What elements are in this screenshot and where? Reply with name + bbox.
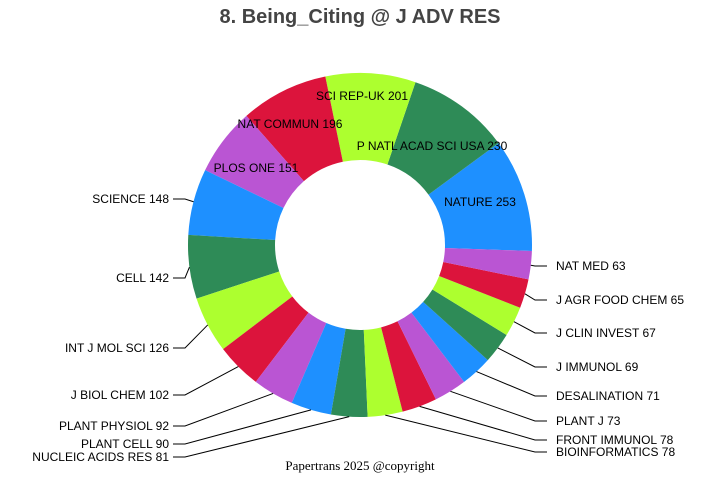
leader-line bbox=[419, 405, 547, 441]
slice-label: PLOS ONE 151 bbox=[214, 161, 299, 175]
slice-j-biol-chem bbox=[223, 296, 309, 382]
leader-line bbox=[530, 264, 547, 267]
slice-label: NAT MED 63 bbox=[556, 259, 626, 273]
slice-label: P NATL ACAD SCI USA 230 bbox=[357, 139, 508, 153]
slice-nucleic-acids-res bbox=[330, 328, 368, 418]
slice-j-clin-invest bbox=[432, 276, 521, 335]
leader-line bbox=[450, 390, 547, 422]
slice-cell bbox=[188, 234, 280, 299]
slice-label: PLANT CELL 90 bbox=[81, 437, 169, 451]
slice-desalination bbox=[411, 301, 488, 382]
slice-label: SCIENCE 148 bbox=[92, 192, 169, 206]
leader-line bbox=[173, 416, 350, 458]
leader-line bbox=[173, 324, 209, 349]
slice-nat-commun bbox=[246, 76, 343, 182]
copyright-footer: Papertrans 2025 @copyright bbox=[285, 458, 435, 473]
slice-label: DESALINATION 71 bbox=[556, 389, 660, 403]
leader-line bbox=[513, 321, 547, 334]
slice-label: J CLIN INVEST 67 bbox=[556, 326, 656, 340]
leader-line bbox=[173, 409, 312, 445]
slice-label: INT J MOL SCI 126 bbox=[65, 341, 169, 355]
slice-label: NATURE 253 bbox=[444, 195, 516, 209]
slice-label: J BIOL CHEM 102 bbox=[71, 388, 170, 402]
slice-label: NUCLEIC ACIDS RES 81 bbox=[32, 450, 169, 464]
chart-title: 8. Being_Citing @ J ADV RES bbox=[219, 6, 501, 28]
leader-line bbox=[476, 371, 547, 397]
slice-label: SCI REP-UK 201 bbox=[316, 89, 408, 103]
slice-j-immunol bbox=[423, 289, 507, 361]
slice-bioinformatics bbox=[363, 327, 403, 417]
slice-plant-cell bbox=[291, 323, 346, 415]
slice-int-j-mol-sci bbox=[196, 271, 293, 350]
slice-label: PLANT J 73 bbox=[556, 414, 621, 428]
slice-nature bbox=[428, 143, 532, 252]
slice-label: PLANT PHYSIOL 92 bbox=[59, 419, 169, 433]
slice-label: J AGR FOOD CHEM 65 bbox=[556, 293, 684, 307]
slice-science bbox=[188, 170, 284, 241]
slice-label: J IMMUNOL 69 bbox=[556, 360, 639, 374]
slice-sci-rep-uk bbox=[325, 73, 416, 165]
slice-label: FRONT IMMUNOL 78 bbox=[556, 433, 674, 447]
slice-label: BIOINFORMATICS 78 bbox=[556, 445, 675, 459]
slice-plant-physiol bbox=[255, 312, 327, 403]
leader-line bbox=[173, 198, 194, 203]
slice-p-natl-acad-sci-usa bbox=[387, 82, 499, 195]
slice-nat-med bbox=[443, 247, 532, 280]
slice-front-immunol bbox=[381, 321, 436, 412]
leader-line bbox=[385, 414, 547, 453]
slice-j-agr-food-chem bbox=[439, 262, 529, 308]
leader-line bbox=[173, 392, 274, 427]
slice-plant-j bbox=[397, 312, 465, 400]
leader-line bbox=[524, 293, 547, 301]
leader-line bbox=[173, 366, 239, 396]
slice-label: NAT COMMUN 196 bbox=[238, 117, 343, 131]
slice-plos-one bbox=[205, 115, 304, 209]
leader-line bbox=[173, 266, 190, 279]
leader-line bbox=[497, 347, 547, 368]
slice-label: CELL 142 bbox=[116, 271, 169, 285]
